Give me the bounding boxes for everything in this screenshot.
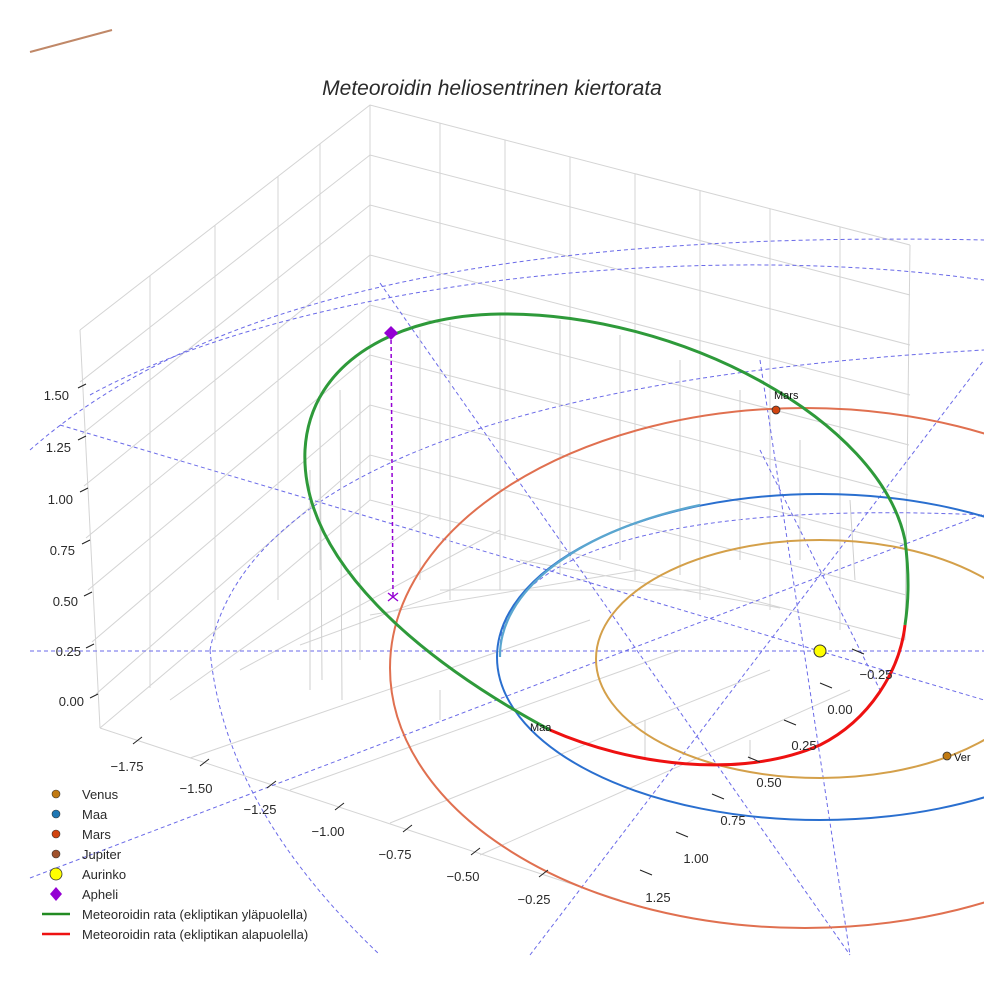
y-tick: 0.25 xyxy=(791,738,816,753)
legend-label: Meteoroidin rata (ekliptikan yläpuolella… xyxy=(82,907,307,922)
legend-item-maa[interactable]: Maa xyxy=(51,807,108,822)
legend-label: Jupiter xyxy=(82,847,122,862)
z-tick: 1.50 xyxy=(44,388,69,403)
y-tick: 1.25 xyxy=(645,890,670,905)
legend-item-orbit-below[interactable]: Meteoroidin rata (ekliptikan alapuolella… xyxy=(42,927,308,942)
legend-label: Mars xyxy=(82,827,111,842)
aphelion-diamond-marker[interactable] xyxy=(384,326,398,340)
legend-item-jupiter[interactable]: Jupiter xyxy=(51,847,122,862)
legend: Venus Maa Mars Jupiter Aurinko Apheli Me… xyxy=(42,787,308,942)
sun-marker[interactable] xyxy=(813,644,827,658)
x-tick: −1.50 xyxy=(180,781,213,796)
mars-orbit xyxy=(389,407,984,929)
x-tick: −1.00 xyxy=(312,824,345,839)
mars-marker[interactable] xyxy=(771,405,781,415)
x-tick: −0.25 xyxy=(518,892,551,907)
y-tick: −0.25 xyxy=(860,667,893,682)
earth-orbit-near xyxy=(498,503,701,658)
legend-item-venus[interactable]: Venus xyxy=(51,787,119,802)
legend-label: Meteoroidin rata (ekliptikan alapuolella… xyxy=(82,927,308,942)
chart-title: Meteoroidin heliosentrinen kiertorata xyxy=(322,77,662,100)
z-tick: 0.50 xyxy=(53,594,78,609)
y-tick: 0.75 xyxy=(720,813,745,828)
z-tick: 0.00 xyxy=(59,694,84,709)
z-tick: 1.00 xyxy=(48,492,73,507)
legend-label: Venus xyxy=(82,787,119,802)
ecliptic-projection-lines xyxy=(29,238,984,956)
earth-orbit xyxy=(496,493,984,821)
y-tick: 0.00 xyxy=(827,702,852,717)
z-tick: 0.25 xyxy=(56,644,81,659)
x-tick: −0.50 xyxy=(447,869,480,884)
meteoroid-orbit-above xyxy=(303,312,910,732)
mars-label: Mars xyxy=(774,390,799,402)
jupiter-orbit-fragment xyxy=(29,29,113,53)
orbit-drop-lines xyxy=(309,315,856,760)
meteoroid-orbit-below xyxy=(549,624,907,767)
venus-marker[interactable] xyxy=(942,751,952,761)
z-tick: 0.75 xyxy=(50,543,75,558)
y-tick: 1.00 xyxy=(683,851,708,866)
legend-item-mars[interactable]: Mars xyxy=(51,827,111,842)
x-axis: −1.75 −1.50 −1.25 −1.00 −0.75 −0.50 −0.2… xyxy=(111,736,551,907)
aphelion-projection-x-icon xyxy=(387,592,399,602)
legend-item-aurinko[interactable]: Aurinko xyxy=(49,867,126,882)
venus-label: Ver xyxy=(954,752,971,764)
legend-label: Maa xyxy=(82,807,108,822)
legend-item-orbit-above[interactable]: Meteoroidin rata (ekliptikan yläpuolella… xyxy=(42,907,307,922)
x-tick: −1.25 xyxy=(244,802,277,817)
earth-label: Maa xyxy=(530,722,552,734)
y-tick: 0.50 xyxy=(756,775,781,790)
legend-label: Apheli xyxy=(82,887,118,902)
legend-label: Aurinko xyxy=(82,867,126,882)
z-axis: 1.50 1.25 1.00 0.75 0.50 0.25 0.00 xyxy=(44,383,99,709)
z-tick: 1.25 xyxy=(46,440,71,455)
x-tick: −1.75 xyxy=(111,759,144,774)
venus-orbit xyxy=(595,539,984,779)
y-axis: 1.25 1.00 0.75 0.50 0.25 0.00 −0.25 xyxy=(639,648,893,905)
x-tick: −0.75 xyxy=(379,847,412,862)
aphelion-drop-line xyxy=(390,332,394,597)
legend-item-apheli[interactable]: Apheli xyxy=(50,887,118,902)
